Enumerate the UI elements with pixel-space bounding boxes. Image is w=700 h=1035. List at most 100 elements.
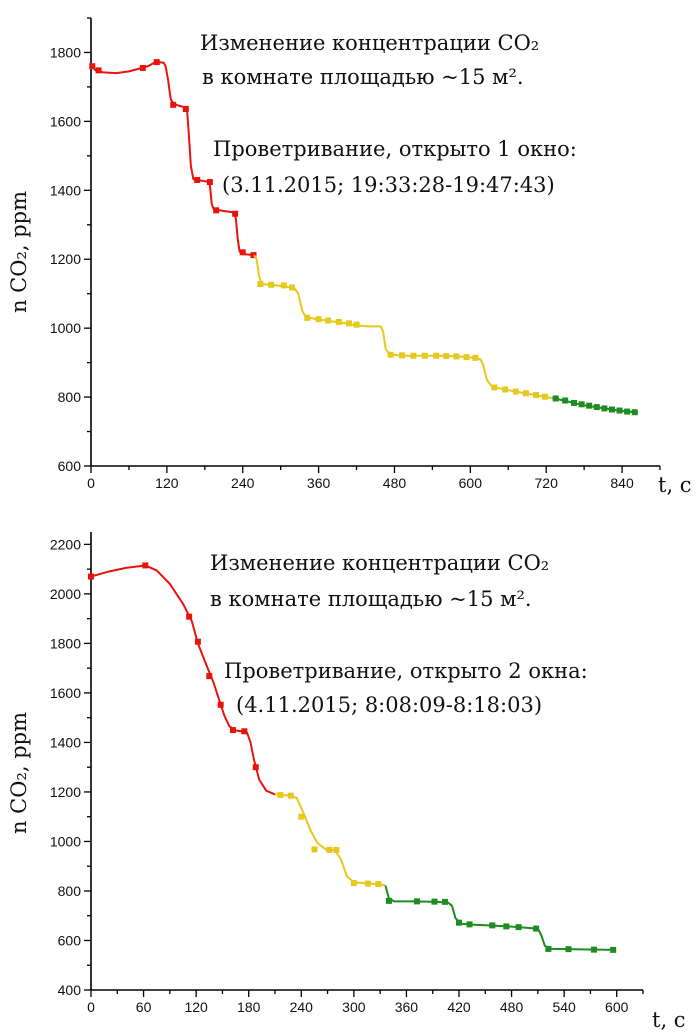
y-tick-label: 1800 (50, 635, 81, 651)
x-axis-label: t, c (652, 1008, 686, 1032)
annotation-line-4: (4.11.2015; 8:08:09-8:18:03) (236, 693, 542, 717)
y-tick-label: 1400 (50, 734, 81, 750)
series-3-point (431, 898, 438, 905)
series-1-point (206, 673, 213, 680)
series-2-point (257, 281, 264, 288)
x-tick-label: 540 (552, 999, 576, 1015)
y-tick-label: 600 (58, 458, 82, 474)
x-axis-label: t, c (658, 473, 692, 497)
x-tick-label: 0 (87, 475, 95, 491)
y-tick-label: 800 (58, 883, 82, 899)
y-tick-label: 1600 (50, 113, 81, 129)
y-axis-label: n CO₂, ppm (7, 712, 31, 834)
series-3-point (545, 945, 552, 952)
x-tick-label: 360 (395, 999, 419, 1015)
x-tick-label: 720 (535, 475, 559, 491)
series-3-point (593, 404, 600, 411)
x-tick-label: 300 (342, 999, 366, 1015)
series-1-point (194, 176, 201, 183)
series-2-point (311, 846, 318, 853)
series-2-point (353, 321, 360, 328)
series-1-point (250, 252, 257, 259)
y-tick-label: 2200 (50, 536, 81, 552)
series-1-point (88, 573, 94, 580)
x-tick-label: 420 (447, 999, 471, 1015)
series-2-point (350, 880, 357, 887)
series-3-point (562, 397, 569, 404)
series-1-point (194, 638, 201, 645)
series-2-point (541, 393, 548, 400)
series-3-point (413, 898, 420, 905)
series-2-point (277, 791, 284, 798)
annotation-line-1: Изменение концентрации CO₂ (210, 551, 549, 575)
x-tick-label: 60 (136, 999, 152, 1015)
series-2-point (453, 353, 460, 360)
series-3-point (565, 946, 572, 953)
series-2-point (335, 318, 342, 325)
series-3-point (552, 395, 559, 402)
y-tick-label: 800 (58, 389, 82, 405)
series-1-point (252, 764, 259, 771)
y-tick-label: 600 (58, 932, 82, 948)
series-2-point (399, 352, 406, 359)
y-tick-label: 1200 (50, 251, 81, 267)
series-2-point (364, 880, 371, 887)
annotation-line-3: Проветривание, открыто 1 окно: (213, 137, 577, 161)
annotation-line-1: Изменение концентрации CO₂ (200, 31, 539, 55)
x-tick-label: 240 (231, 475, 255, 491)
x-tick-label: 480 (383, 475, 407, 491)
x-tick-label: 120 (155, 475, 179, 491)
series-2-point (287, 792, 294, 799)
x-tick-label: 480 (500, 999, 524, 1015)
series-1-point (182, 105, 189, 112)
series-3-point (466, 921, 473, 928)
x-tick-label: 600 (605, 999, 629, 1015)
series-2-point (463, 354, 470, 361)
series-3-point (601, 405, 608, 412)
series-3-point (533, 925, 540, 932)
series-3-point (616, 407, 623, 414)
series-2-point (345, 320, 352, 327)
series-3-point (586, 402, 593, 409)
series-2-line (274, 793, 386, 887)
x-tick-label: 180 (237, 999, 261, 1015)
series-3-point (571, 399, 578, 406)
series-1-point (239, 249, 246, 256)
series-2-point (333, 846, 340, 853)
series-2-point (502, 386, 509, 393)
series-1-point (89, 63, 96, 70)
series-3-point (590, 946, 597, 953)
x-tick-label: 840 (610, 475, 634, 491)
series-2-point (326, 846, 333, 853)
series-2-point (298, 813, 305, 820)
x-tick-label: 120 (184, 999, 208, 1015)
series-1-point (229, 727, 236, 734)
series-1-point (153, 59, 160, 66)
series-1-point (142, 562, 149, 569)
y-tick-label: 2000 (50, 586, 81, 602)
series-3-point (515, 924, 522, 931)
annotation-line-2: в комнате площадью ~15 м². (202, 65, 524, 89)
series-1-point (241, 728, 248, 735)
series-1-point (213, 207, 220, 214)
y-axis-label: n CO₂, ppm (7, 191, 31, 313)
series-1-point (217, 701, 224, 708)
y-tick-label: 1600 (50, 685, 81, 701)
y-tick-label: 400 (58, 982, 82, 998)
series-3-point (610, 946, 617, 953)
annotation-line-2: в комнате площадью ~15 м². (210, 587, 532, 611)
series-2-point (491, 384, 498, 391)
y-tick-label: 1200 (50, 784, 81, 800)
series-2-point (433, 352, 440, 359)
series-1-point (95, 67, 102, 74)
series-3-point (608, 406, 615, 413)
chart-1: Изменение концентрации CO₂ в комнате пло… (7, 17, 692, 497)
series-3-point (578, 401, 585, 408)
series-2-point (289, 284, 296, 291)
series-2-point (533, 392, 540, 399)
series-1-point (139, 64, 146, 71)
series-2-point (512, 388, 519, 395)
series-1-point (232, 210, 239, 217)
x-tick-label: 0 (87, 999, 95, 1015)
